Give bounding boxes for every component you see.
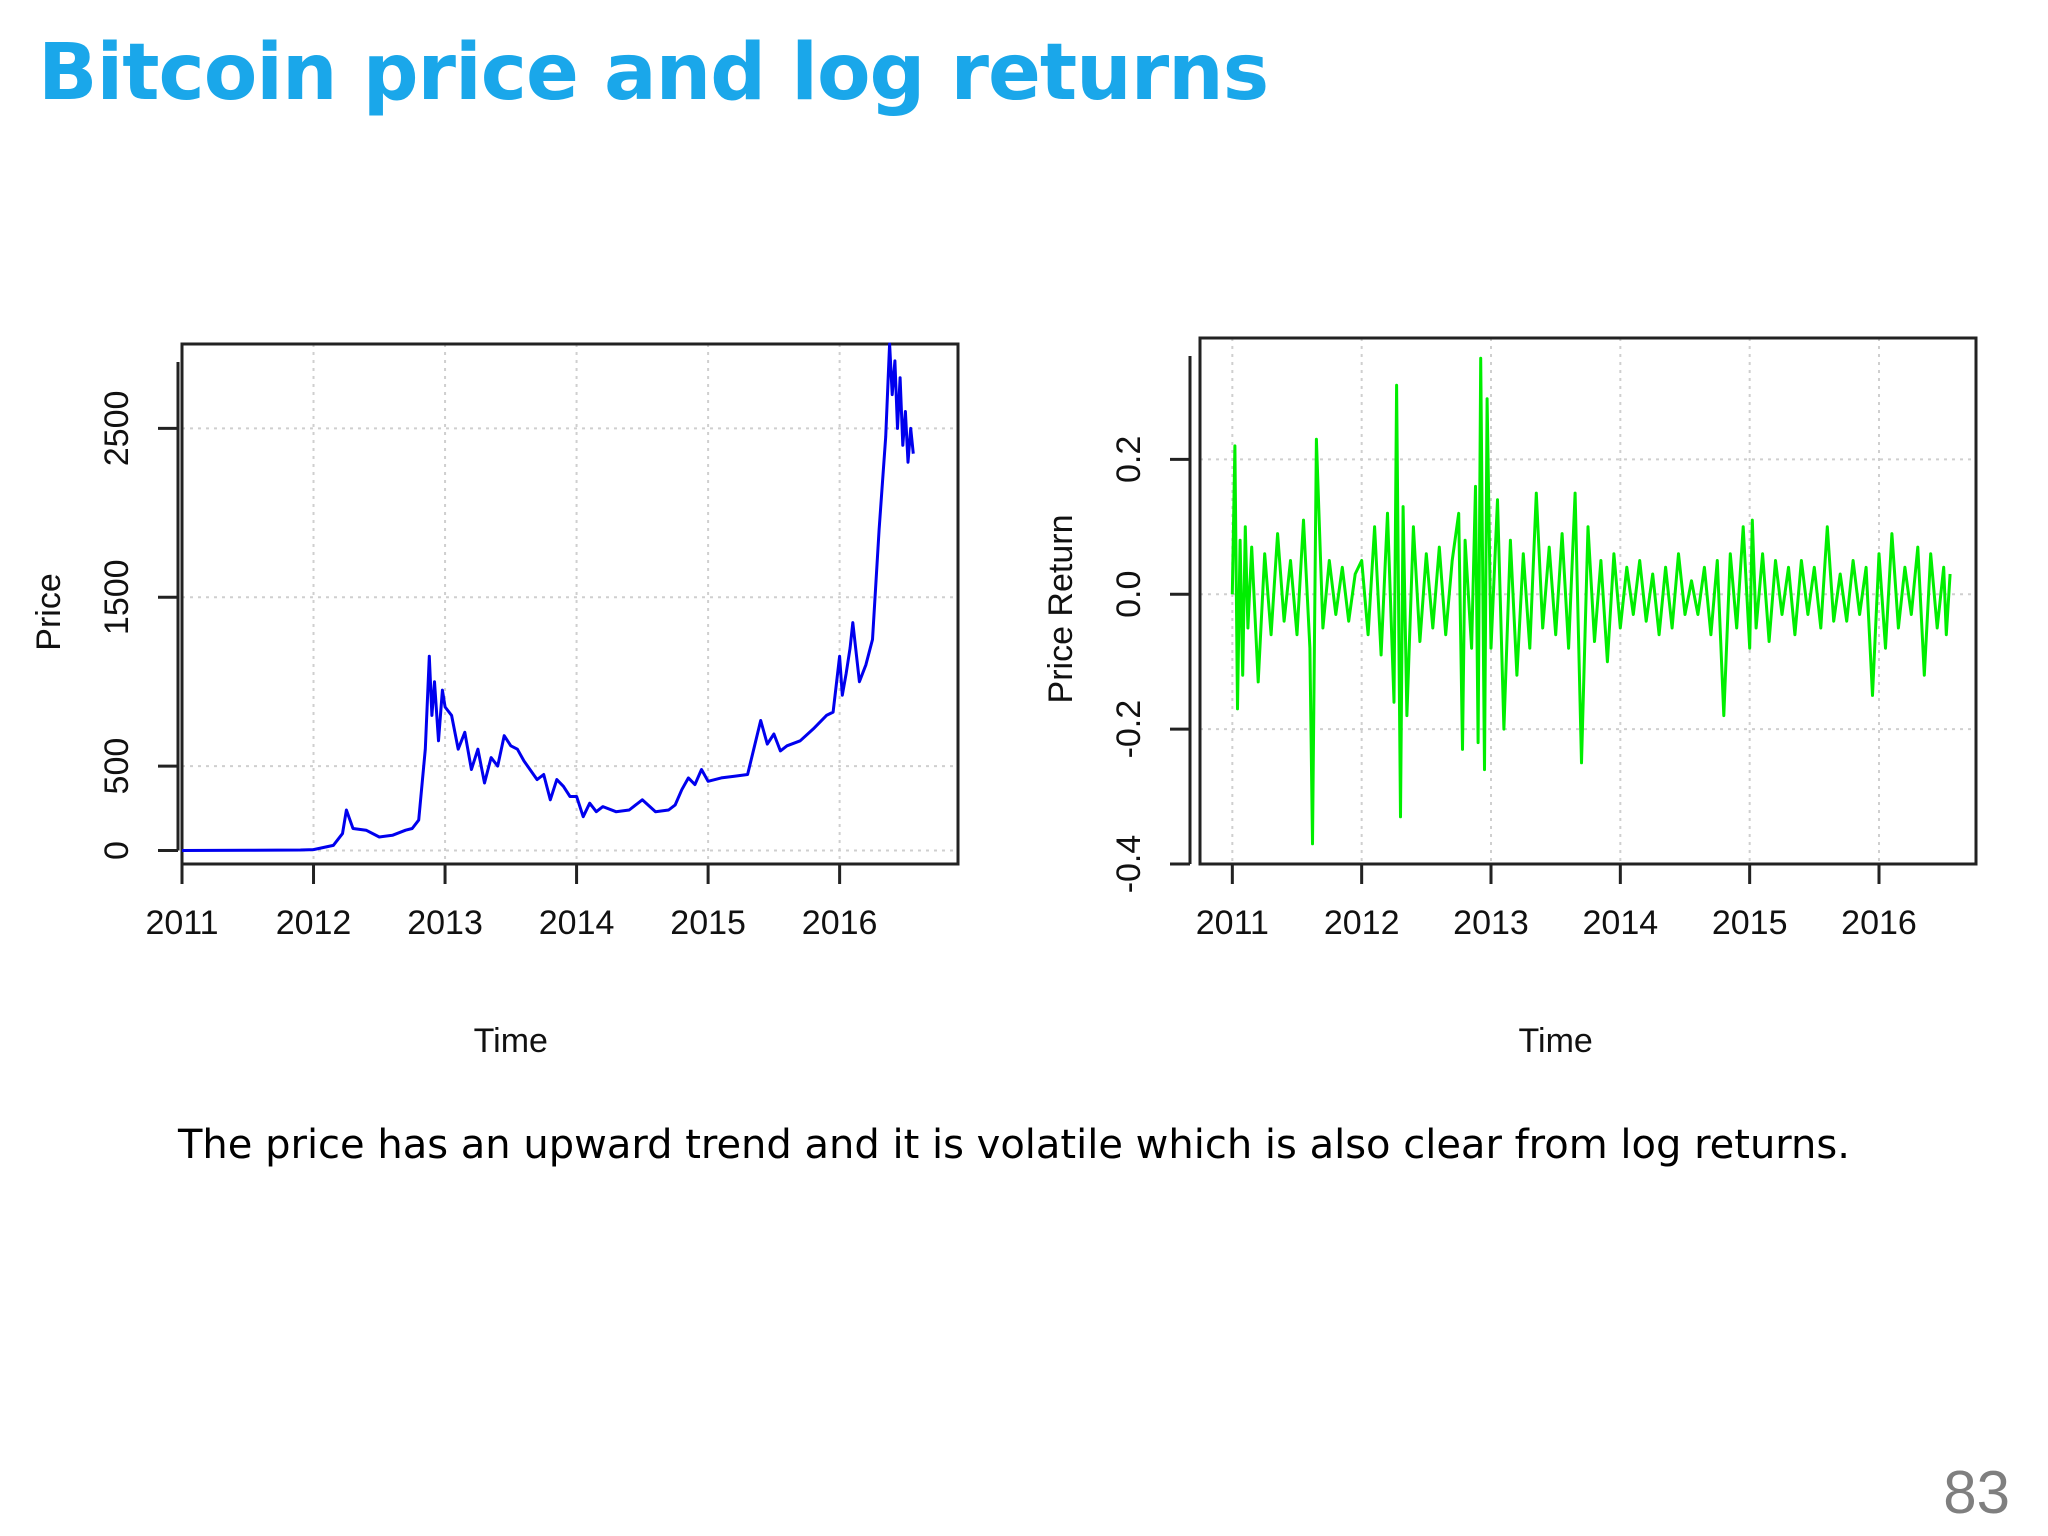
price-x-axis-title: Time xyxy=(474,1022,548,1060)
return-x-axis-title: Time xyxy=(1519,1022,1593,1060)
price-plot-frame xyxy=(180,342,960,866)
return-x-tick-label: 2015 xyxy=(1712,904,1788,942)
return-y-axis-title: Price Return xyxy=(1042,515,1080,704)
price-x-tick-label: 2013 xyxy=(407,904,483,942)
return-y-tick-label: -0.2 xyxy=(1110,700,1148,759)
price-x-tick-label: 2014 xyxy=(539,904,615,942)
price-y-tick-label: 500 xyxy=(98,738,136,795)
price-y-tick-label: 0 xyxy=(98,841,136,860)
page-number: 83 xyxy=(1943,1459,2010,1526)
price-x-tick-label: 2012 xyxy=(276,904,352,942)
return-grid xyxy=(1200,338,1976,865)
price-y-tick-label: 2500 xyxy=(98,391,136,467)
price-chart: 2011 2012 2013 2014 2015 2016 0 500 1500 2500 Tim… xyxy=(30,342,960,1060)
price-axes: 2011 2012 2013 2014 2015 2016 0 500 1500 2500 xyxy=(98,362,877,942)
return-y-tick-label: 0.0 xyxy=(1110,571,1148,618)
return-x-tick-label: 2016 xyxy=(1841,904,1917,942)
return-series-line xyxy=(1230,356,1952,846)
return-x-tick-label: 2014 xyxy=(1583,904,1659,942)
price-series-line xyxy=(181,342,915,852)
return-plot-frame xyxy=(1198,336,1978,866)
price-x-tick-label: 2016 xyxy=(802,904,878,942)
return-series xyxy=(1230,356,1952,846)
slide-title: Bitcoin price and log returns xyxy=(38,28,1269,118)
return-y-tick-label: -0.4 xyxy=(1110,835,1148,894)
return-y-tick-label: 0.2 xyxy=(1110,436,1148,483)
return-axes: 2011 2012 2013 2014 2015 2016 -0.4 -0.2 0.0 0.2 xyxy=(1110,356,1917,942)
return-x-tick-label: 2012 xyxy=(1324,904,1400,942)
return-x-tick-label: 2011 xyxy=(1196,904,1269,942)
price-y-tick-label: 1500 xyxy=(98,559,136,635)
return-x-tick-label: 2013 xyxy=(1453,904,1529,942)
price-x-tick-label: 2011 xyxy=(145,904,218,942)
price-x-tick-label: 2015 xyxy=(670,904,746,942)
slide-caption: The price has an upward trend and it is … xyxy=(178,1122,1850,1168)
price-grid xyxy=(181,344,958,864)
price-y-axis-title: Price xyxy=(30,573,68,650)
return-chart: 2011 2012 2013 2014 2015 2016 -0.4 -0.2 0.0 0.2 T… xyxy=(1042,336,1978,1060)
price-series xyxy=(181,342,915,852)
